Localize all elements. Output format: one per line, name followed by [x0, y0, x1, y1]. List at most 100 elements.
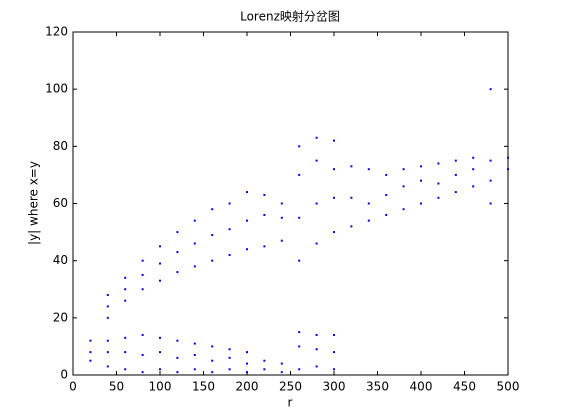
x-tick-label: 250: [279, 380, 302, 394]
point: [193, 342, 196, 345]
point: [280, 202, 283, 205]
point: [298, 331, 301, 334]
point: [263, 193, 266, 196]
point: [437, 182, 440, 185]
point: [106, 293, 109, 296]
point: [420, 165, 422, 168]
point: [507, 156, 509, 159]
point: [263, 213, 266, 216]
point: [141, 288, 144, 291]
point: [106, 305, 109, 308]
point: [333, 168, 335, 171]
point: [176, 231, 179, 234]
point: [333, 196, 335, 199]
point: [246, 248, 248, 251]
point: [402, 168, 405, 171]
point: [228, 356, 231, 359]
point: [193, 368, 196, 371]
x-tick-label: 300: [323, 380, 346, 394]
point: [141, 259, 144, 262]
point: [263, 359, 266, 362]
point: [454, 191, 457, 194]
point: [124, 368, 127, 371]
point: [315, 202, 318, 205]
point: [333, 368, 335, 371]
point: [176, 339, 179, 342]
point: [141, 333, 144, 336]
axes-box: [72, 31, 509, 376]
point: [141, 353, 144, 356]
point: [159, 279, 161, 282]
point: [298, 173, 301, 176]
point: [211, 371, 214, 374]
point: [298, 259, 301, 262]
y-tick-label: 20: [53, 310, 68, 324]
point: [402, 185, 405, 188]
point: [228, 348, 231, 351]
point: [176, 371, 179, 374]
point: [472, 168, 475, 171]
point: [211, 208, 214, 211]
point: [176, 271, 179, 274]
x-axis-label: r: [288, 396, 293, 410]
point: [246, 219, 248, 222]
y-tick-label: 80: [53, 139, 68, 153]
point: [350, 225, 353, 228]
point: [385, 193, 388, 196]
point: [228, 253, 231, 256]
point: [385, 213, 388, 216]
point: [141, 273, 144, 276]
point: [385, 173, 388, 176]
point: [124, 299, 127, 302]
point: [420, 202, 422, 205]
point: [228, 202, 231, 205]
x-tick-label: 450: [453, 380, 476, 394]
point: [263, 368, 266, 371]
point: [89, 359, 92, 362]
point: [350, 165, 353, 168]
y-tick-label: 40: [53, 253, 68, 267]
x-tick-label: 350: [366, 380, 389, 394]
point: [367, 168, 370, 171]
point: [193, 265, 196, 268]
point: [298, 145, 301, 148]
point: [228, 368, 231, 371]
point: [350, 196, 353, 199]
point: [367, 219, 370, 222]
point: [315, 333, 318, 336]
point: [402, 208, 405, 211]
point: [280, 216, 283, 219]
point: [159, 336, 161, 339]
chart-title: Lorenz映射分岔图: [240, 9, 340, 24]
point: [472, 156, 475, 159]
point: [333, 351, 335, 354]
y-tick-label: 100: [45, 82, 68, 96]
point: [124, 276, 127, 279]
point: [315, 136, 318, 139]
y-tick-label: 60: [53, 196, 68, 210]
point: [89, 339, 92, 342]
point: [124, 351, 127, 354]
y-axis-label: |y| where x=y: [27, 161, 41, 245]
point: [159, 368, 161, 371]
point: [246, 351, 248, 354]
point: [159, 262, 161, 265]
point: [176, 356, 179, 359]
point: [159, 245, 161, 248]
point: [489, 88, 492, 91]
point: [89, 351, 92, 354]
y-tick-label: 0: [60, 368, 68, 382]
point: [333, 139, 335, 142]
point: [246, 362, 248, 365]
point: [315, 159, 318, 162]
point: [333, 333, 335, 336]
point: [454, 159, 457, 162]
x-tick-label: 200: [236, 380, 259, 394]
point: [280, 362, 283, 365]
point: [489, 179, 492, 182]
point: [141, 371, 144, 374]
y-tick-label: 120: [45, 25, 68, 39]
point: [298, 368, 301, 371]
point: [454, 173, 457, 176]
